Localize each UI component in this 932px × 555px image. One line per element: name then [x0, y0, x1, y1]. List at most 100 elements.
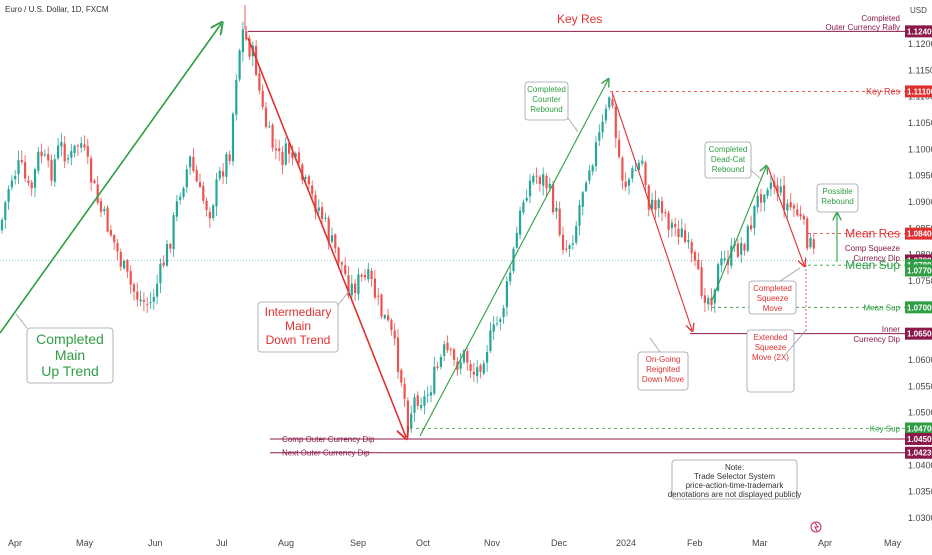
callout-box	[746, 329, 795, 393]
candle-body	[93, 180, 96, 184]
candle-body	[627, 179, 631, 186]
candle-body	[367, 269, 370, 280]
candle-body	[149, 302, 152, 304]
y-tick-label: 1.10000	[908, 144, 932, 154]
ongoing-reignited-down-move-box: On-Going Reignited Down Move	[637, 351, 689, 391]
candle-body	[33, 169, 37, 188]
candle-body	[215, 179, 218, 207]
candle-body	[466, 351, 469, 363]
squeeze-move-arrow	[767, 166, 804, 265]
callout-pointer	[750, 169, 763, 181]
y-tick-label: 1.03500	[908, 487, 932, 497]
candle-body	[604, 108, 607, 121]
y-tick-label: 1.09000	[908, 197, 932, 207]
callout-box	[26, 327, 114, 384]
note-box: Note: Trade Selector System price-action-t…	[668, 459, 801, 500]
candle-body	[76, 145, 79, 147]
price-tag-label: 1.08400	[907, 230, 932, 239]
candle-body	[568, 245, 571, 250]
candle-body	[591, 165, 594, 172]
candle-body	[179, 196, 182, 200]
candle-body	[515, 232, 518, 248]
candle-body	[116, 243, 119, 252]
y-tick-label: 1.09500	[908, 171, 932, 181]
callout-box	[816, 183, 859, 213]
price-tag-label: 1.04700	[907, 424, 932, 433]
callout-text: Completed Squeeze Move	[753, 284, 792, 313]
x-month-label: Nov	[484, 538, 501, 548]
key-res-top-label: Key Res	[557, 12, 602, 26]
possible-rebound-box: Possible Rebound	[816, 183, 859, 213]
candle-body	[614, 106, 617, 138]
candle-body	[730, 245, 733, 266]
candle-body	[479, 365, 482, 372]
candle-body	[766, 189, 769, 196]
candle-body	[271, 124, 274, 148]
price-tag-second: 1.07700	[905, 264, 932, 277]
event-flag-icon[interactable]	[810, 521, 822, 533]
candle-body	[575, 226, 578, 243]
x-month-label: Jun	[148, 538, 163, 548]
x-month-label: May	[884, 538, 902, 548]
y-tick-label: 1.11500	[908, 65, 932, 75]
candle-body	[548, 183, 551, 188]
candle-body	[113, 235, 116, 243]
candle-body	[779, 186, 782, 193]
candle-body	[212, 205, 215, 219]
candle-body	[231, 113, 235, 162]
callout-text: Note: Trade Selector System price-action-t…	[668, 463, 801, 499]
candle-body	[664, 212, 667, 214]
candle-body	[30, 182, 33, 189]
candle-body	[624, 181, 627, 187]
callout-pointer	[779, 267, 801, 282]
candle-body	[189, 156, 192, 168]
counter-rebound-arrow	[419, 80, 608, 437]
candle-body	[687, 240, 690, 243]
candle-body	[301, 164, 304, 181]
candle-body	[165, 243, 169, 266]
candle-body	[469, 364, 472, 371]
price-tag-completed_outer_rally: 1.12400	[905, 25, 932, 38]
candle-body	[792, 205, 796, 209]
candle-body	[753, 206, 756, 229]
candle-body	[106, 207, 109, 232]
x-month-label: Apr	[8, 538, 22, 548]
candle-body	[542, 174, 545, 186]
candle-body	[129, 271, 132, 285]
candle-body	[261, 90, 264, 107]
candle-body	[162, 262, 165, 266]
candle-body	[14, 175, 17, 180]
callout-box	[524, 81, 569, 121]
candle-body	[383, 315, 386, 319]
price-tag-bg	[905, 301, 932, 314]
completed-dead-cat-rebound-box: Completed Dead-Cat Rebound	[704, 141, 752, 179]
candle-body	[680, 228, 683, 237]
candle-body	[489, 330, 492, 351]
candle-body	[436, 366, 439, 368]
callout-text: On-Going Reignited Down Move	[642, 355, 685, 384]
dead-cat-rebound-arrow	[711, 167, 766, 301]
candle-body	[17, 160, 20, 175]
candle-body	[806, 218, 809, 249]
candle-body	[693, 252, 697, 261]
candle-body	[750, 225, 753, 230]
x-month-label: Sep	[350, 538, 366, 548]
candle-body	[598, 132, 601, 141]
candle-body	[198, 182, 202, 187]
candle-body	[83, 144, 86, 148]
candle-body	[812, 239, 815, 249]
candle-body	[789, 202, 792, 208]
candle-body	[684, 230, 687, 242]
candle-body	[284, 143, 287, 165]
level-text: Key Res	[866, 86, 901, 96]
candle-body	[337, 247, 340, 263]
x-month-label: Aug	[278, 538, 294, 548]
candle-body	[208, 211, 211, 219]
price-tag-bg	[905, 264, 932, 277]
candle-body	[57, 145, 60, 159]
candle-body	[446, 342, 449, 351]
price-tag-key_sup: 1.04700	[905, 422, 932, 435]
price-tag-label: 1.06500	[907, 330, 932, 339]
